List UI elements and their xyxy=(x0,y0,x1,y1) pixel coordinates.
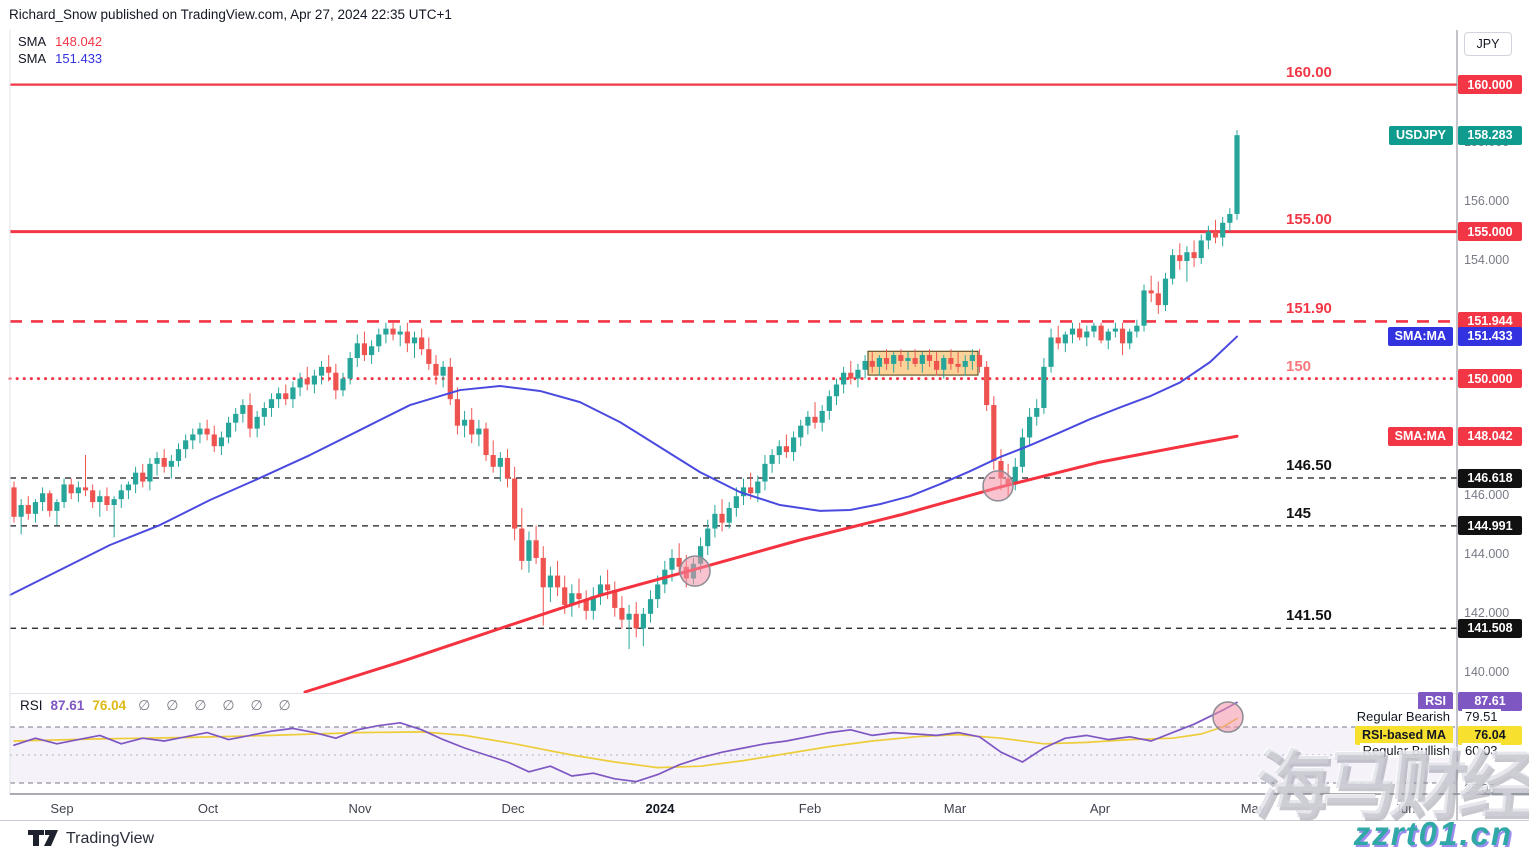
annotation-circle xyxy=(982,470,1014,502)
sma-label: SMA xyxy=(18,34,47,49)
time-axis[interactable] xyxy=(10,794,1457,822)
sma-red-line xyxy=(303,434,1239,694)
sma-blue-line xyxy=(9,335,1238,596)
sma-legend-red: SMA 148.042 xyxy=(18,33,102,50)
sma-value-red: 148.042 xyxy=(55,34,103,49)
rsi-value: 87.61 xyxy=(50,698,85,713)
rsi-line xyxy=(13,701,1238,783)
annotation-circle xyxy=(1212,701,1244,733)
price-axis[interactable] xyxy=(1457,30,1529,794)
sma-label: SMA xyxy=(18,51,47,66)
indicator-legend: SMA 148.042 SMA 151.433 xyxy=(18,33,102,67)
rsi-legend: RSI 87.61 76.04 ∅ ∅ ∅ ∅ ∅ ∅ xyxy=(20,697,297,714)
rsi-label: RSI xyxy=(20,698,43,713)
candlestick-series[interactable] xyxy=(11,130,1240,650)
hidden-values-icons: ∅ ∅ ∅ ∅ ∅ ∅ xyxy=(138,697,297,713)
rsi-ma-line xyxy=(13,717,1238,769)
tradingview-logo[interactable]: TradingView xyxy=(28,830,154,848)
sma-legend-blue: SMA 151.433 xyxy=(18,50,102,67)
rsi-ma-value: 76.04 xyxy=(92,698,127,713)
tradingview-logo-icon xyxy=(28,830,58,846)
publish-header: Richard_Snow published on TradingView.co… xyxy=(9,7,452,22)
currency-unit-button[interactable]: JPY xyxy=(1464,32,1512,56)
tradingview-logo-text: TradingView xyxy=(66,830,155,847)
annotation-circle xyxy=(679,555,711,587)
sma-value-blue: 151.433 xyxy=(55,51,103,66)
